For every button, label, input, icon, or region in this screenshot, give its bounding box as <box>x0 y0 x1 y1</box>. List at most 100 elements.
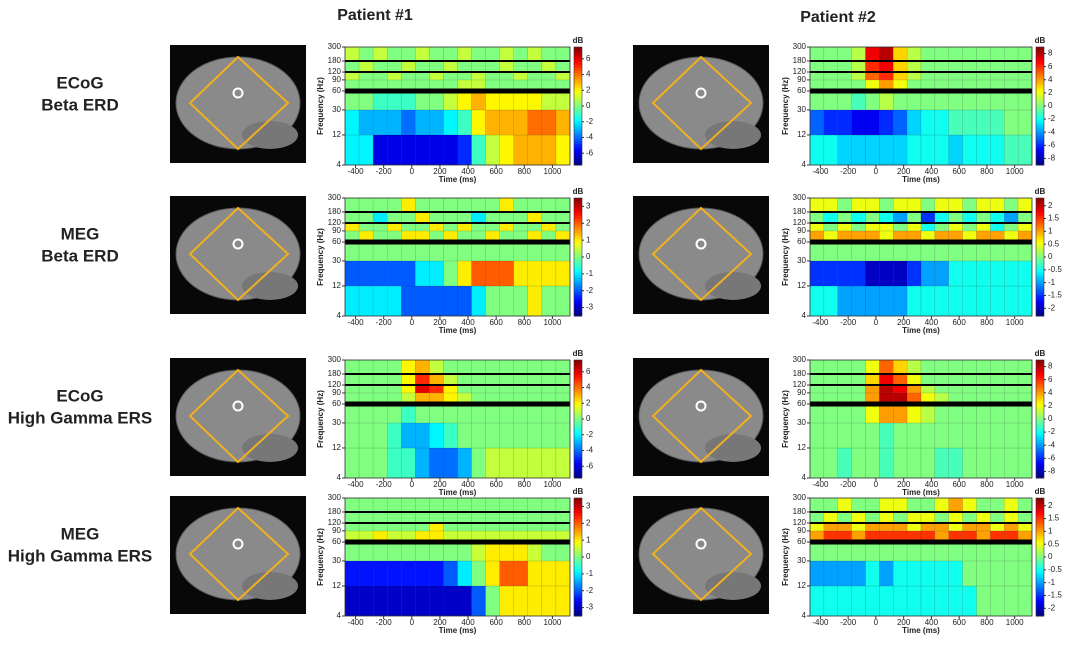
heat-cell <box>906 541 922 562</box>
colorbar-step <box>574 557 582 561</box>
heat-cell <box>457 90 472 111</box>
heat-cell <box>962 560 977 587</box>
heat-cell <box>976 285 991 317</box>
colorbar-step <box>1036 76 1044 80</box>
heat-cell <box>358 285 374 317</box>
heat-cell <box>823 134 838 166</box>
heat-cell <box>865 60 880 73</box>
colorbar-step <box>574 421 582 426</box>
y-tick-label: 120 <box>793 218 807 227</box>
grid-outline <box>651 506 753 602</box>
colorbar-step <box>574 448 582 452</box>
colorbar-step <box>574 518 582 523</box>
heat-cell <box>976 90 991 111</box>
y-tick-label: 180 <box>793 56 807 65</box>
heat-cell <box>906 60 922 73</box>
heat-cell <box>823 541 838 562</box>
x-tick-label: 600 <box>489 480 503 489</box>
colorbar-step <box>574 129 582 134</box>
colorbar-step <box>1036 79 1044 83</box>
heat-cell <box>527 422 543 449</box>
heat-cell <box>865 359 880 375</box>
x-tick-label: 600 <box>489 167 503 176</box>
x-tick-label: -400 <box>348 167 365 176</box>
heat-cell <box>401 71 416 81</box>
colorbar-step <box>1036 524 1044 528</box>
colorbar-tick-label: 1.5 <box>1048 214 1060 223</box>
heat-cell <box>962 511 977 524</box>
y-axis-label: Frequency (Hz) <box>316 77 325 135</box>
x-tick-label: -200 <box>376 480 393 489</box>
heat-cell <box>851 511 866 524</box>
heat-cell <box>948 241 963 262</box>
colorbar-label: dB <box>573 487 584 496</box>
x-tick-label: 200 <box>897 480 911 489</box>
heat-cell <box>920 585 936 617</box>
colorbar-step <box>1036 368 1044 373</box>
heat-cell <box>962 260 977 287</box>
heat-cell <box>976 384 991 394</box>
heat-cell <box>1017 71 1033 81</box>
heat-cell <box>555 260 571 287</box>
heat-cell <box>920 497 936 513</box>
heat-cell <box>527 403 543 424</box>
colorbar-step <box>574 82 582 86</box>
heat-cell <box>415 90 430 111</box>
heat-cell <box>401 373 416 386</box>
colorbar-label: dB <box>1035 36 1046 45</box>
colorbar-step <box>574 61 582 66</box>
heat-cell <box>976 211 991 224</box>
colorbar-step <box>1036 463 1044 467</box>
colorbar-step <box>1036 530 1044 534</box>
heat-cell <box>541 71 557 81</box>
heat-cell <box>527 511 543 524</box>
heat-cell <box>934 522 949 532</box>
colorbar-tick-label: -4 <box>1048 440 1056 449</box>
heat-cell <box>879 109 894 136</box>
heat-cell <box>893 60 908 73</box>
colorbar-step <box>574 230 582 234</box>
colorbar-step <box>574 162 582 166</box>
colorbar-step <box>1036 123 1044 128</box>
colorbar-step <box>574 212 582 217</box>
heat-cell <box>1004 241 1019 262</box>
heat-cell <box>906 447 922 479</box>
heat-cell <box>906 497 922 513</box>
colorbar-step <box>1036 562 1044 567</box>
heat-cell <box>1004 285 1019 317</box>
y-tick-label: 12 <box>332 581 341 590</box>
colorbar-step <box>1036 307 1044 311</box>
colorbar-step <box>1036 362 1044 367</box>
heat-cell <box>513 403 529 424</box>
colorbar-step <box>1036 212 1044 217</box>
colorbar-step <box>1036 100 1044 104</box>
heat-cell <box>485 46 500 62</box>
heat-cell <box>906 134 922 166</box>
heat-cell <box>990 260 1005 287</box>
heat-cell <box>837 241 852 262</box>
heat-cell <box>401 522 416 532</box>
colorbar-step <box>574 242 582 246</box>
x-tick-label: 0 <box>874 480 879 489</box>
heat-cell <box>893 197 908 213</box>
heat-cell <box>893 260 908 287</box>
colorbar-step <box>1036 49 1044 54</box>
colorbar-step <box>1036 430 1044 435</box>
row-label: High Gamma ERS <box>8 408 153 427</box>
heat-cell <box>457 134 472 166</box>
heat-cell <box>401 260 416 287</box>
electrode-marker <box>232 400 244 412</box>
brain-lobe <box>705 572 761 600</box>
x-tick-label: 400 <box>461 480 475 489</box>
y-tick-label: 180 <box>328 207 342 216</box>
colorbar-step <box>574 463 582 467</box>
x-tick-label: -400 <box>348 318 365 327</box>
heat-cell <box>920 403 936 424</box>
colorbar-step <box>1036 395 1044 399</box>
colorbar-step <box>1036 577 1044 582</box>
colorbar-step <box>574 607 582 611</box>
heat-cell <box>1004 90 1019 111</box>
heat-cell <box>499 60 514 73</box>
heat-cell <box>837 511 852 524</box>
colorbar-step <box>1036 377 1044 382</box>
